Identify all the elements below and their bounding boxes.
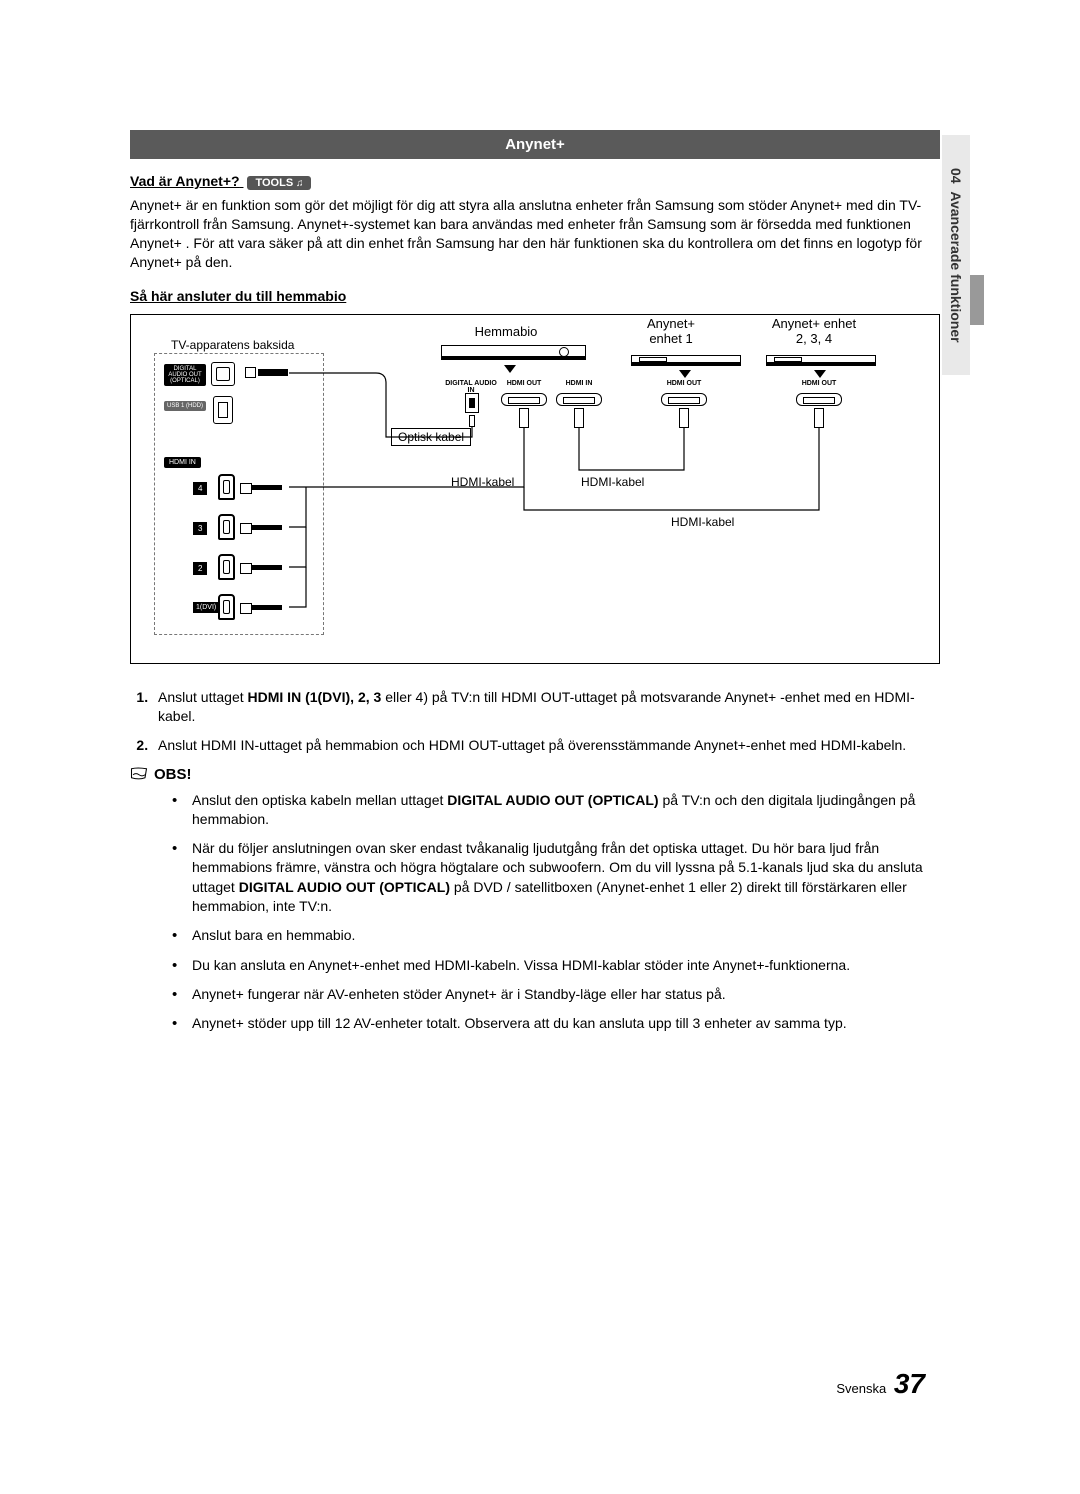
note-item: Anynet+ fungerar när AV-enheten stöder A… xyxy=(180,985,940,1004)
obs-heading: OBS! xyxy=(130,766,940,783)
heading-what-is-anynet: Vad är Anynet+? TOOLS ♫ xyxy=(130,173,940,190)
note-item: Du kan ansluta en Anynet+-enhet med HDMI… xyxy=(180,956,940,975)
note-item: När du följer anslutningen ovan sker end… xyxy=(180,839,940,916)
footer-language: Svenska xyxy=(836,1381,886,1396)
section-title-bar: Anynet+ xyxy=(130,130,940,159)
obs-label: OBS! xyxy=(154,766,192,783)
note-item: Anslut den optiska kabeln mellan uttaget… xyxy=(180,791,940,830)
tools-badge: TOOLS ♫ xyxy=(247,176,311,190)
connection-diagram: TV-apparatens baksida DIGITAL AUDIO OUT … xyxy=(130,314,940,664)
page-content: Anynet+ Vad är Anynet+? TOOLS ♫ Anynet+ … xyxy=(0,0,1080,1104)
note-item: Anslut bara en hemmabio. xyxy=(180,926,940,945)
note-list: Anslut den optiska kabeln mellan uttaget… xyxy=(130,791,940,1034)
footer-page-number: 37 xyxy=(894,1368,925,1399)
intro-paragraph: Anynet+ är en funktion som gör det möjli… xyxy=(130,196,940,272)
note-item: Anynet+ stöder upp till 12 AV-enheter to… xyxy=(180,1014,940,1033)
note-icon xyxy=(130,767,148,781)
page-footer: Svenska 37 xyxy=(836,1368,925,1400)
step-1: Anslut uttaget HDMI IN (1(DVI), 2, 3 ell… xyxy=(152,688,940,727)
section-title: Anynet+ xyxy=(505,136,565,153)
heading-connect-hemmabio: Så här ansluter du till hemmabio xyxy=(130,288,940,304)
diagram-wires xyxy=(131,315,939,663)
numbered-steps: Anslut uttaget HDMI IN (1(DVI), 2, 3 ell… xyxy=(130,688,940,756)
step-2: Anslut HDMI IN-uttaget på hemmabion och … xyxy=(152,736,940,755)
